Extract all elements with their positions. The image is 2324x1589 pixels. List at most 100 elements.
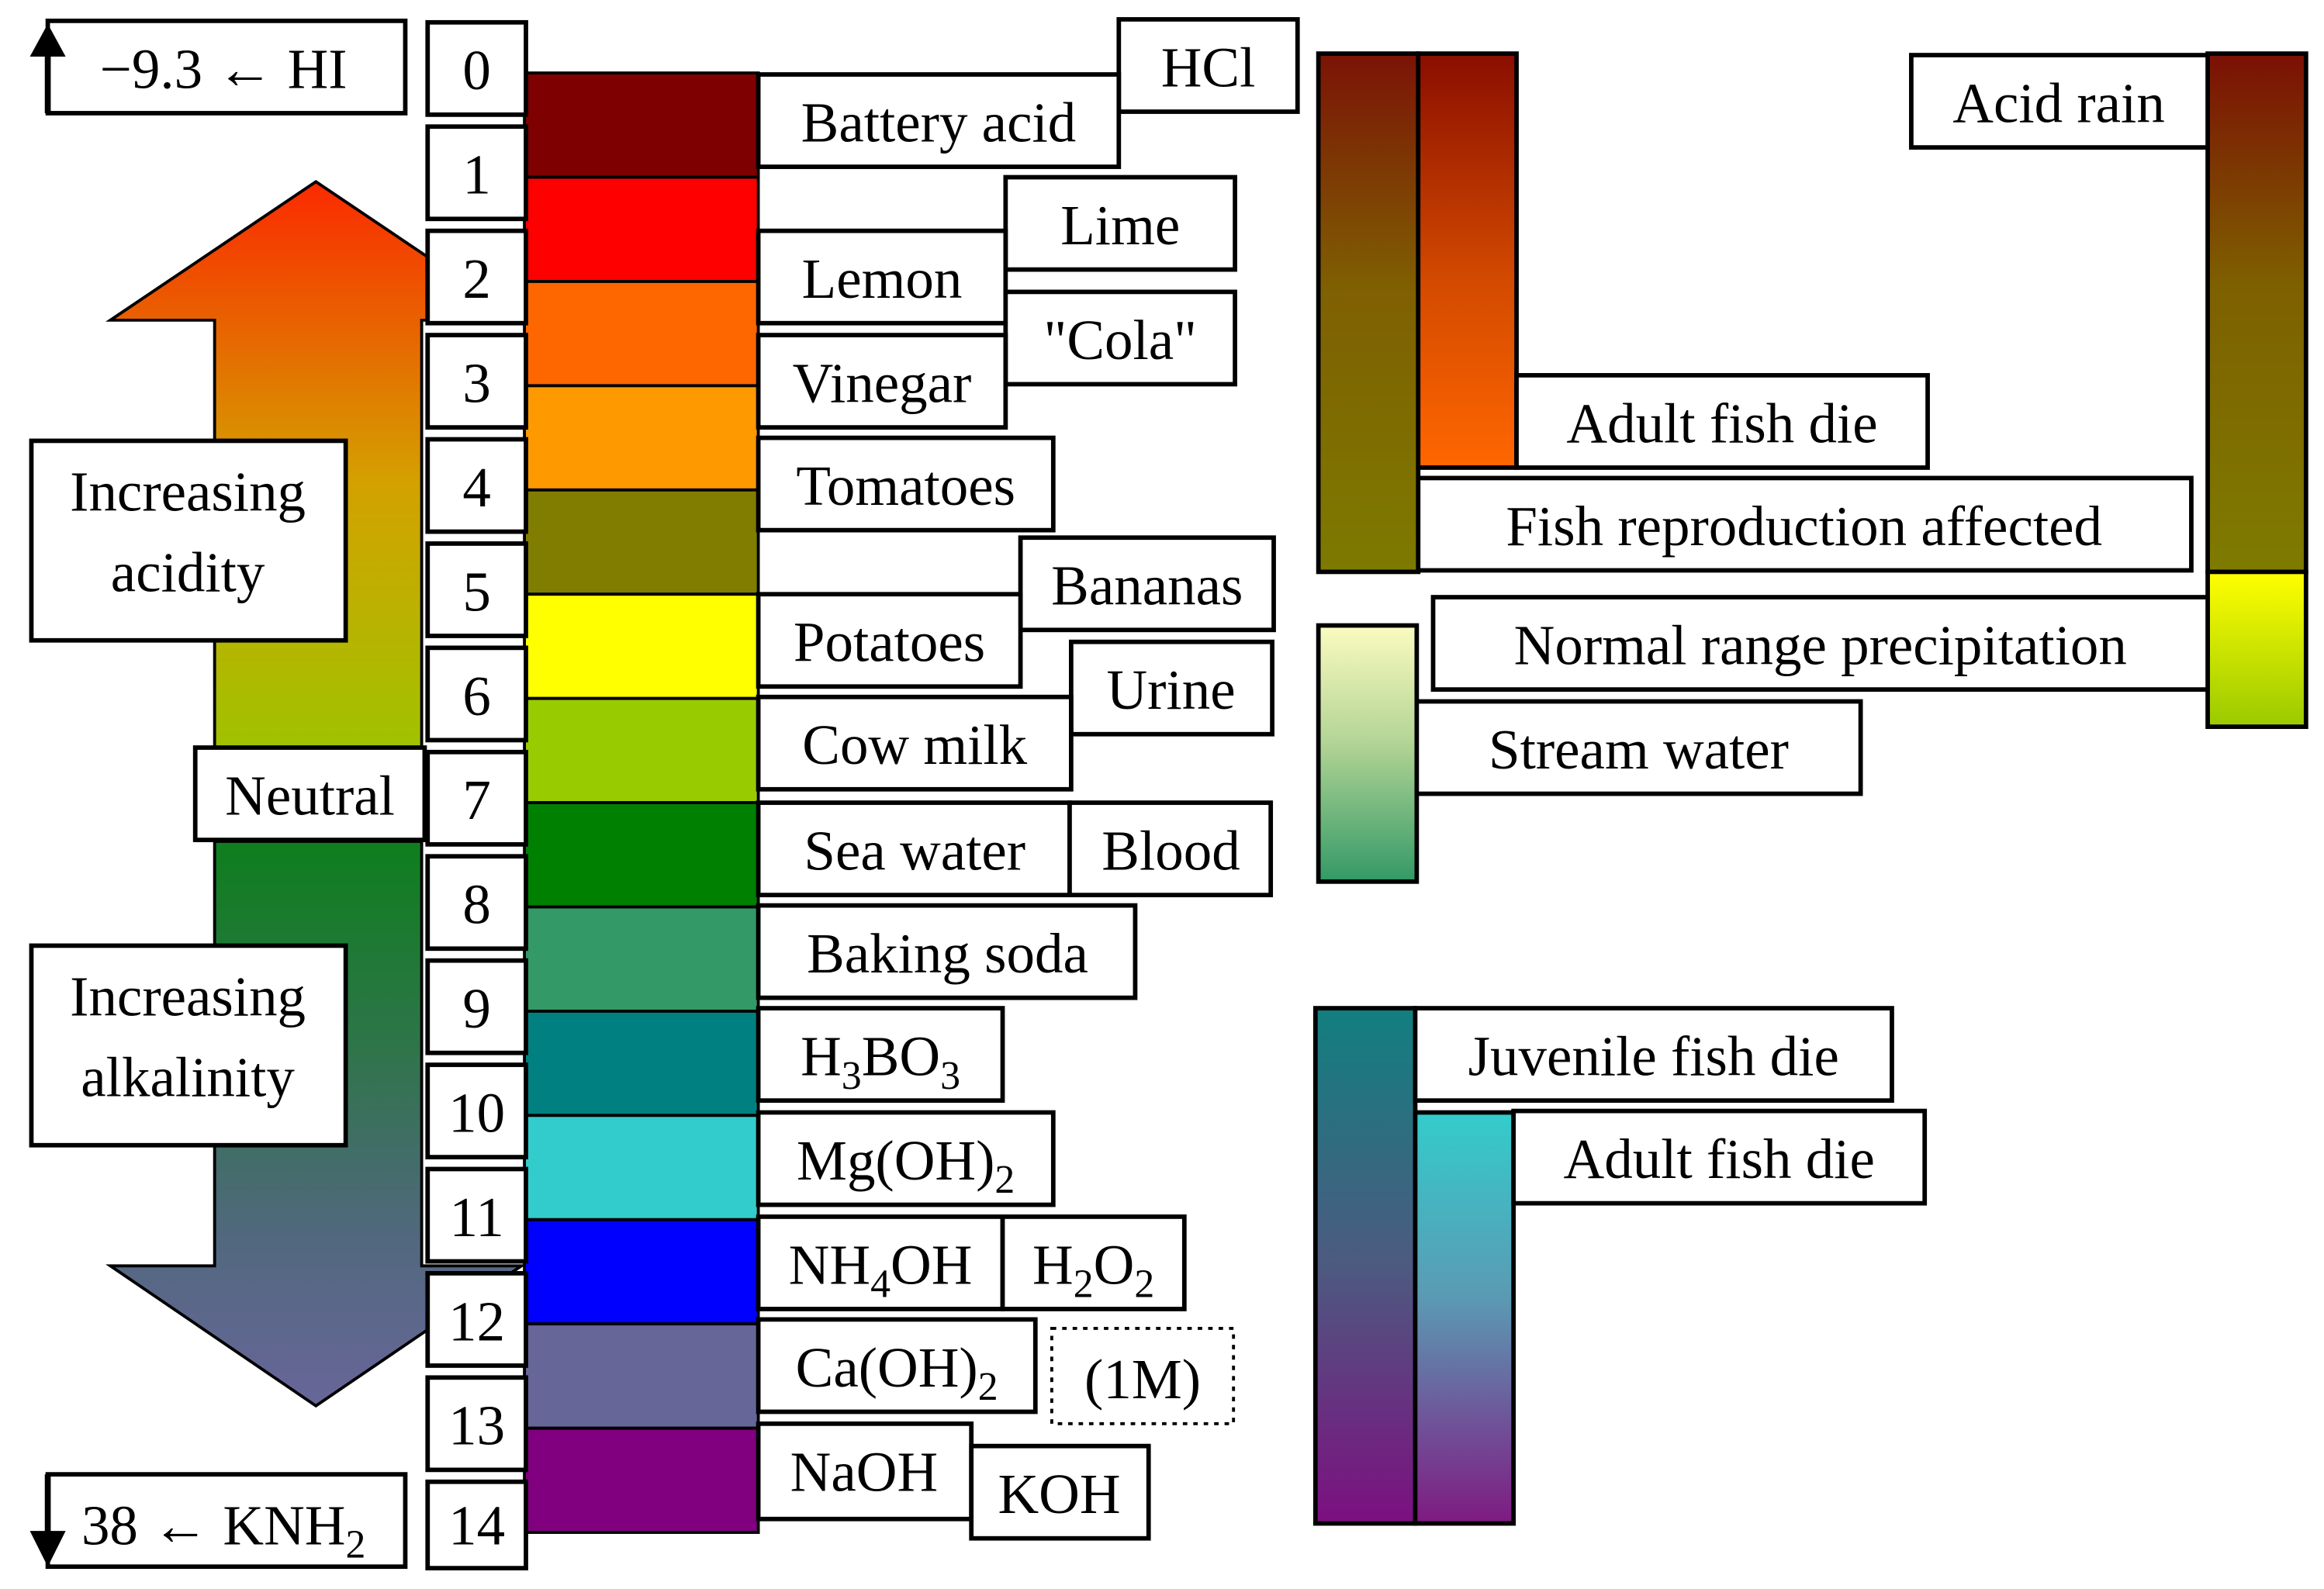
ph-number-box xyxy=(425,228,528,326)
stream-water-bar xyxy=(1316,623,1420,884)
boric-acid-label: H3BO3 xyxy=(801,1024,960,1097)
mg-oh-2-box xyxy=(756,1110,1056,1207)
one-molar-label: (1M) xyxy=(1084,1348,1201,1411)
ph-number-scale: 0 1 2 3 4 5 6 7 8 9 10 11 12 13 14 xyxy=(425,19,528,1570)
ca-oh-2-box xyxy=(756,1317,1038,1415)
ph-swatch-5 xyxy=(523,592,760,700)
adult-fish-die-acid-box xyxy=(1514,373,1930,470)
fish-reproduction-bar xyxy=(1316,51,1421,575)
ph-number-14: 14 xyxy=(448,1494,505,1556)
lemon-box xyxy=(756,228,1008,326)
ph-swatch-1 xyxy=(523,175,760,283)
ph-number-2: 2 xyxy=(462,247,490,310)
increasing-alkalinity-line2: alkalinity xyxy=(81,1045,295,1108)
ph-color-column xyxy=(523,71,760,1534)
increasing-acidity-line1: Increasing xyxy=(70,461,306,523)
ph-number-1: 1 xyxy=(462,143,490,206)
ph-swatch-4 xyxy=(523,488,760,596)
tomatoes-label: Tomatoes xyxy=(796,454,1015,517)
ph-swatch-13 xyxy=(523,1426,760,1534)
precipitation-bar xyxy=(2205,569,2308,730)
ph-number-box xyxy=(425,1479,528,1570)
ph-number-box xyxy=(425,1062,528,1159)
environment-alkaline-group: Juvenile fish die Adult fish die xyxy=(1312,1006,1928,1526)
ph-number-9: 9 xyxy=(462,977,490,1040)
ph-number-box xyxy=(425,854,528,952)
acid-rain-label: Acid rain xyxy=(1952,71,2165,134)
adult-fish-die-acid-bar xyxy=(1416,51,1519,470)
ph-number-box xyxy=(425,749,528,847)
ph-number-box xyxy=(425,958,528,1055)
ph-swatch-8 xyxy=(523,905,760,1013)
stream-water-label: Stream water xyxy=(1489,718,1789,781)
adult-fish-die-alkaline-label: Adult fish die xyxy=(1564,1128,1875,1190)
down-arrow-icon xyxy=(29,1531,66,1567)
hi-label: −9.3 ← HI xyxy=(100,37,348,100)
stream-water-group: Stream water xyxy=(1316,623,1863,884)
adult-fish-die-alkaline-box xyxy=(1511,1108,1928,1206)
up-arrow-icon xyxy=(29,23,66,57)
naoh-label: NaOH xyxy=(790,1440,938,1503)
increasing-alkalinity-box xyxy=(29,943,348,1148)
koh-label: KOH xyxy=(998,1463,1120,1525)
bananas-box xyxy=(1018,535,1276,633)
ca-oh-2-label: Ca(OH)2 xyxy=(796,1336,998,1409)
baking-soda-box xyxy=(756,903,1138,1000)
juvenile-fish-die-label: Juvenile fish die xyxy=(1468,1024,1839,1087)
adult-fish-die-acid-label: Adult fish die xyxy=(1566,392,1877,454)
urine-label: Urine xyxy=(1106,658,1235,721)
potatoes-box xyxy=(756,592,1023,689)
normal-precipitation-label: Normal range precipitation xyxy=(1514,613,2127,676)
nh4oh-label: NH4OH xyxy=(789,1233,973,1306)
juvenile-fish-die-box xyxy=(1413,1006,1894,1104)
increasing-alkalinity-line1: Increasing xyxy=(70,965,306,1028)
blood-label: Blood xyxy=(1101,819,1240,882)
ph-number-8: 8 xyxy=(462,873,490,936)
ph-swatch-2 xyxy=(523,280,760,388)
sea-water-box xyxy=(756,800,1072,898)
vinegar-label: Vinegar xyxy=(793,351,972,414)
ph-number-box xyxy=(425,1166,528,1264)
cow-milk-box xyxy=(756,694,1074,792)
boric-acid-box xyxy=(756,1006,1005,1104)
ph-swatch-11 xyxy=(523,1218,760,1326)
juvenile-fish-die-bar xyxy=(1312,1006,1418,1526)
koh-box xyxy=(969,1443,1151,1541)
ph-number-7: 7 xyxy=(462,769,490,831)
stream-water-box xyxy=(1414,699,1863,796)
ph-swatch-3 xyxy=(523,384,760,492)
environment-acid-group: Adult fish die Fish reproduction affecte… xyxy=(1316,51,2194,575)
ph-number-13: 13 xyxy=(448,1394,505,1457)
ph-swatch-6 xyxy=(523,696,760,804)
substance-labels: HCl Battery acid Lime Lemon "Cola" Vineg… xyxy=(756,17,1300,1541)
urine-box xyxy=(1068,639,1274,737)
acid-rain-box xyxy=(1909,53,2210,150)
neutral-label: Neutral xyxy=(225,764,395,827)
ph-number-12: 12 xyxy=(448,1290,505,1352)
hcl-box xyxy=(1116,17,1300,114)
fish-reproduction-box xyxy=(1416,475,2194,573)
ph-swatch-9 xyxy=(523,1009,760,1117)
adult-fish-die-alkaline-bar xyxy=(1413,1110,1516,1526)
cow-milk-label: Cow milk xyxy=(802,713,1027,776)
baking-soda-label: Baking soda xyxy=(807,922,1088,985)
ph-number-3: 3 xyxy=(462,351,490,414)
cola-label: "Cola" xyxy=(1044,309,1197,371)
fish-reproduction-label: Fish reproduction affected xyxy=(1506,495,2102,558)
ph-number-4: 4 xyxy=(462,456,490,519)
ph-swatch-0 xyxy=(523,71,760,179)
ph-number-10: 10 xyxy=(448,1081,505,1144)
battery-acid-box xyxy=(756,72,1122,169)
ph-number-box xyxy=(425,124,528,222)
ph-number-6: 6 xyxy=(462,665,490,727)
cola-box xyxy=(1003,289,1237,387)
ph-swatch-7 xyxy=(523,801,760,909)
vinegar-box xyxy=(756,333,1008,430)
knh2-box xyxy=(45,1472,408,1570)
ph-number-box xyxy=(425,1271,528,1368)
one-molar-box xyxy=(1050,1327,1236,1425)
hcl-label: HCl xyxy=(1161,36,1256,98)
bananas-label: Bananas xyxy=(1051,554,1243,617)
lime-label: Lime xyxy=(1060,194,1180,257)
